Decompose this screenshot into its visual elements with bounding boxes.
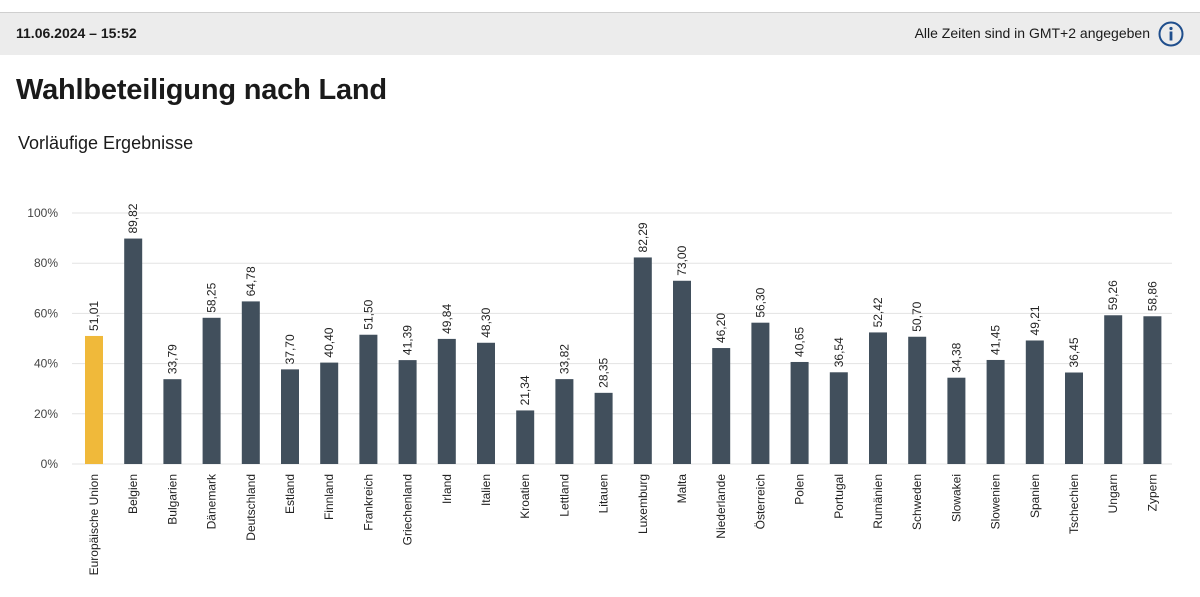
top-border [0,0,1200,13]
category-label: Dänemark [205,473,219,529]
category-label: Lettland [557,474,571,517]
bar-value-label: 58,25 [205,282,219,312]
y-tick-label: 80% [34,256,58,270]
bar-value-label: 89,82 [126,203,140,233]
category-label: Niederlande [714,474,728,539]
timezone-note: Alle Zeiten sind in GMT+2 angegeben [914,25,1150,41]
bar-value-label: 48,30 [479,307,493,337]
category-label: Schweden [910,474,924,530]
bar[interactable] [594,392,613,464]
info-icon[interactable] [1158,21,1184,47]
bar[interactable] [1104,315,1123,464]
bar-value-label: 56,30 [753,287,767,317]
bar-value-label: 28,35 [597,357,611,387]
timestamp: 11.06.2024 – 15:52 [16,25,137,41]
category-label: Zypern [1145,474,1159,511]
bar[interactable] [124,238,143,464]
category-label: Slowenien [989,474,1003,529]
y-tick-label: 40% [34,357,58,371]
info-bar: 11.06.2024 – 15:52 Alle Zeiten sind in G… [0,13,1200,55]
bar-value-label: 41,39 [401,325,415,355]
bar-value-label: 50,70 [910,301,924,331]
bar-value-label: 46,20 [714,313,728,343]
category-label: Malta [675,474,689,504]
bar-value-label: 49,84 [440,304,454,334]
bar[interactable] [829,372,848,464]
y-tick-label: 0% [41,457,59,471]
bar-value-label: 52,42 [871,297,885,327]
bar-value-label: 40,40 [322,327,336,357]
bar[interactable] [477,342,495,464]
bar-value-label: 33,79 [165,344,179,374]
category-label: Finnland [322,474,336,520]
bar-value-label: 41,45 [989,325,1003,355]
category-label: Irland [440,474,454,504]
bar-value-label: 33,82 [557,344,571,374]
category-label: Belgien [126,474,140,514]
bar-value-label: 51,01 [87,301,101,331]
bar[interactable] [908,336,927,464]
bar[interactable] [281,369,299,464]
category-label: Frankreich [361,474,375,531]
bar-value-label: 37,70 [283,334,297,364]
bar[interactable] [320,362,339,464]
chart-subtitle: Vorläufige Ergebnisse [18,133,194,153]
y-tick-label: 100% [27,206,58,220]
bar[interactable] [673,280,691,464]
bar[interactable] [790,361,809,464]
category-label: Spanien [1028,474,1042,518]
category-label: Deutschland [244,474,258,541]
bar[interactable] [202,317,221,464]
bar[interactable] [85,335,103,464]
bar-value-label: 73,00 [675,245,689,275]
category-label: Ungarn [1106,474,1120,513]
bar-value-label: 51,50 [361,299,375,329]
category-label: Slowakei [949,474,963,522]
bar-value-label: 34,38 [949,342,963,372]
category-label: Litauen [597,474,611,513]
bar[interactable] [1143,316,1162,464]
category-label: Estland [283,474,297,514]
category-label: Rumänien [871,474,885,529]
bar-value-label: 49,21 [1028,305,1042,335]
bar-value-label: 21,34 [518,375,532,405]
category-label: Europäische Union [87,474,101,575]
bar-value-label: 36,45 [1067,337,1081,367]
bar[interactable] [241,301,260,464]
bar[interactable] [1025,340,1044,464]
category-label: Kroatien [518,474,532,519]
bar-value-label: 36,54 [832,337,846,367]
page-title: Wahlbeteiligung nach Land [16,74,387,106]
bar-value-label: 59,26 [1106,280,1120,310]
bar[interactable] [437,338,456,464]
category-label: Polen [793,474,807,505]
category-label: Griechenland [401,474,415,545]
bar[interactable] [947,377,966,464]
bar[interactable] [869,332,887,464]
bar[interactable] [359,334,378,464]
category-label: Bulgarien [165,474,179,525]
y-tick-label: 60% [34,306,58,320]
category-label: Italien [479,474,493,506]
bar[interactable] [555,379,574,464]
bar[interactable] [1065,372,1083,464]
category-label: Portugal [832,474,846,519]
category-label: Luxemburg [636,474,650,534]
bar-value-label: 64,78 [244,266,258,296]
category-label: Tschechien [1067,474,1081,534]
bar[interactable] [398,360,417,464]
bar[interactable] [986,359,1005,464]
bar[interactable] [516,410,535,464]
bar[interactable] [751,322,770,464]
bar-value-label: 40,65 [793,327,807,357]
bar-value-label: 82,29 [636,222,650,252]
y-tick-label: 20% [34,407,58,421]
category-label: Österreich [753,474,767,529]
bar[interactable] [633,257,652,464]
bar-value-label: 58,86 [1145,281,1159,311]
bar[interactable] [712,348,731,464]
bar[interactable] [163,379,182,464]
